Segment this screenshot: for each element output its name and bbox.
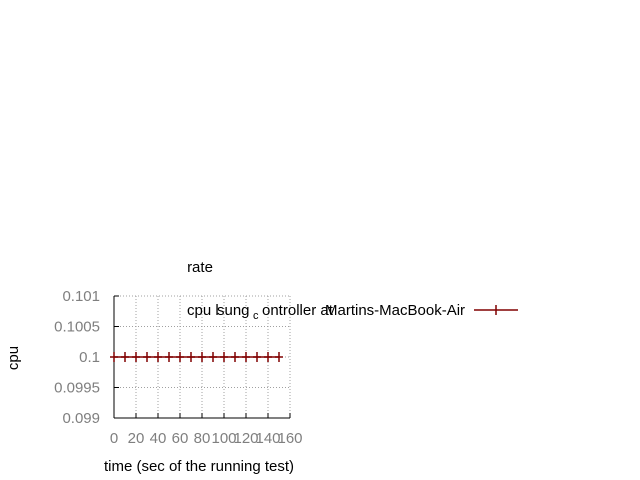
data-point	[143, 352, 151, 362]
x-tick-label: 120	[233, 430, 258, 447]
series-cpu	[110, 352, 283, 362]
data-point	[264, 352, 272, 362]
data-point	[132, 352, 140, 362]
legend-label-part3: ontroller at	[262, 302, 334, 319]
x-tick-label: 160	[277, 430, 302, 447]
x-tick-label: 40	[150, 430, 167, 447]
legend-label-subscript: c	[253, 310, 259, 322]
data-point	[275, 352, 283, 362]
x-tick-label: 140	[255, 430, 280, 447]
data-point	[165, 352, 173, 362]
data-point	[209, 352, 217, 362]
x-tick-label: 0	[110, 430, 118, 447]
data-point	[231, 352, 239, 362]
data-point	[110, 352, 118, 362]
data-point	[242, 352, 250, 362]
data-point	[187, 352, 195, 362]
y-axis-label: cpu	[5, 346, 22, 370]
y-tick-label: 0.0995	[54, 380, 100, 397]
legend-label-part1: cpu l	[187, 302, 219, 319]
y-tick-label: 0.1	[79, 349, 100, 366]
y-tick-label: 0.1005	[54, 319, 100, 336]
x-tick-label: 20	[128, 430, 145, 447]
y-tick-label: 0.101	[62, 288, 100, 305]
legend-label-part4: Martins-MacBook-Air	[325, 302, 465, 319]
chart-title: rate	[187, 259, 213, 276]
x-tick-label: 80	[194, 430, 211, 447]
x-tick-label: 60	[172, 430, 189, 447]
x-tick-label: 100	[211, 430, 236, 447]
data-point	[176, 352, 184, 362]
data-point	[253, 352, 261, 362]
y-tick-label: 0.099	[62, 410, 100, 427]
legend: cpu l sung c ontroller at Martins-MacBoo…	[187, 302, 518, 322]
axes	[113, 295, 291, 419]
y-tick-labels: 0.099 0.0995 0.1 0.1005 0.101	[54, 288, 100, 427]
data-point	[220, 352, 228, 362]
data-point	[154, 352, 162, 362]
data-point	[198, 352, 206, 362]
x-axis-label: time (sec of the running test)	[104, 458, 294, 475]
legend-label-part2: sung	[217, 302, 250, 319]
data-point	[121, 352, 129, 362]
